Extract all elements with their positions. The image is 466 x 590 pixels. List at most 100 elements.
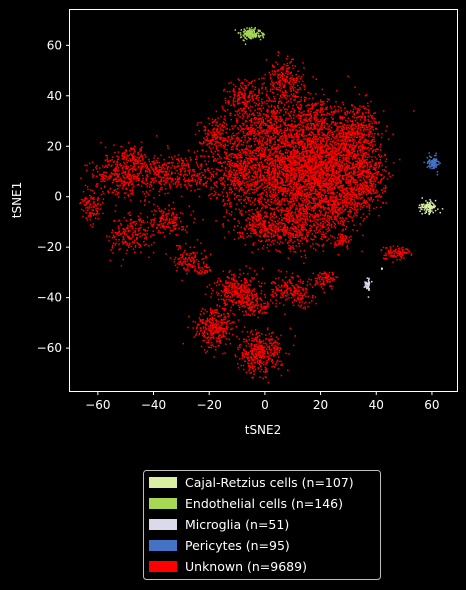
scatter-point — [339, 151, 342, 153]
scatter-point — [270, 136, 272, 138]
scatter-point — [317, 156, 319, 159]
scatter-point — [242, 163, 244, 165]
scatter-point — [313, 183, 315, 186]
scatter-point — [311, 207, 313, 209]
scatter-point — [278, 161, 281, 163]
scatter-point — [288, 200, 290, 203]
scatter-point — [252, 113, 254, 115]
scatter-point — [291, 75, 294, 77]
scatter-point — [250, 167, 252, 170]
scatter-point — [264, 215, 266, 218]
scatter-point — [253, 244, 255, 246]
scatter-point — [253, 182, 256, 184]
scatter-point — [321, 183, 324, 185]
scatter-point — [221, 191, 224, 193]
scatter-point — [265, 191, 268, 193]
scatter-point — [322, 188, 325, 191]
scatter-point — [254, 138, 257, 140]
scatter-point — [327, 168, 330, 171]
scatter-point — [335, 179, 338, 181]
scatter-point — [268, 128, 271, 130]
scatter-point — [332, 191, 335, 194]
scatter-point — [286, 207, 288, 209]
scatter-point — [363, 184, 365, 186]
scatter-point — [368, 132, 370, 134]
scatter-point — [350, 175, 352, 177]
scatter-point — [274, 73, 276, 76]
scatter-point — [345, 126, 347, 128]
scatter-point — [286, 170, 288, 172]
scatter-point — [326, 230, 329, 233]
scatter-point — [334, 181, 336, 183]
scatter-point — [327, 131, 329, 134]
scatter-point — [259, 176, 261, 178]
scatter-point — [342, 161, 344, 164]
scatter-point — [272, 66, 274, 68]
scatter-point — [290, 179, 292, 181]
scatter-point — [257, 154, 259, 157]
scatter-point — [364, 116, 366, 118]
scatter-point — [347, 211, 349, 213]
scatter-point — [353, 142, 355, 144]
scatter-point — [296, 199, 298, 202]
scatter-point — [300, 214, 302, 216]
scatter-point — [363, 133, 365, 135]
scatter-point — [274, 120, 276, 122]
scatter-point — [288, 95, 291, 97]
scatter-point — [356, 134, 359, 136]
scatter-point — [348, 158, 350, 160]
scatter-point — [354, 123, 357, 126]
scatter-point — [345, 178, 348, 180]
scatter-point — [250, 178, 253, 180]
scatter-point — [238, 190, 241, 193]
scatter-point — [276, 231, 278, 233]
scatter-point — [301, 172, 304, 174]
scatter-point — [305, 186, 307, 188]
scatter-point — [353, 182, 356, 184]
scatter-point — [271, 222, 273, 225]
scatter-point — [347, 126, 350, 128]
scatter-point — [273, 82, 275, 84]
scatter-point — [327, 148, 330, 150]
scatter-point — [253, 114, 255, 116]
scatter-point — [304, 215, 306, 217]
scatter-point — [293, 93, 295, 95]
scatter-point — [281, 78, 284, 80]
scatter-point — [254, 203, 256, 206]
scatter-point — [290, 193, 292, 195]
scatter-point — [299, 130, 301, 133]
scatter-point — [304, 228, 306, 230]
scatter-point — [291, 151, 293, 154]
scatter-point — [362, 135, 365, 137]
scatter-point — [329, 187, 331, 189]
scatter-point — [262, 107, 265, 110]
scatter-point — [307, 175, 309, 177]
scatter-point — [358, 161, 361, 163]
scatter-point — [287, 177, 289, 179]
scatter-point — [307, 172, 310, 175]
scatter-point — [311, 214, 314, 216]
scatter-point — [309, 159, 311, 162]
scatter-point — [367, 156, 369, 159]
scatter-point — [327, 200, 329, 202]
scatter-point — [226, 193, 229, 196]
scatter-point — [344, 137, 347, 140]
scatter-point — [335, 148, 338, 150]
scatter-point — [356, 179, 358, 182]
scatter-point — [375, 169, 377, 171]
scatter-point — [300, 225, 303, 227]
scatter-point — [297, 161, 300, 164]
scatter-point — [289, 220, 292, 222]
scatter-point — [292, 140, 294, 142]
scatter-point — [259, 198, 262, 201]
scatter-point — [359, 175, 361, 177]
scatter-point — [281, 96, 283, 99]
scatter-point — [330, 162, 333, 165]
scatter-point — [253, 129, 256, 132]
scatter-point — [251, 106, 254, 108]
scatter-point — [363, 107, 365, 109]
scatter-point — [308, 134, 310, 136]
scatter-point — [315, 228, 318, 231]
scatter-point — [236, 178, 239, 181]
scatter-point — [253, 155, 255, 157]
